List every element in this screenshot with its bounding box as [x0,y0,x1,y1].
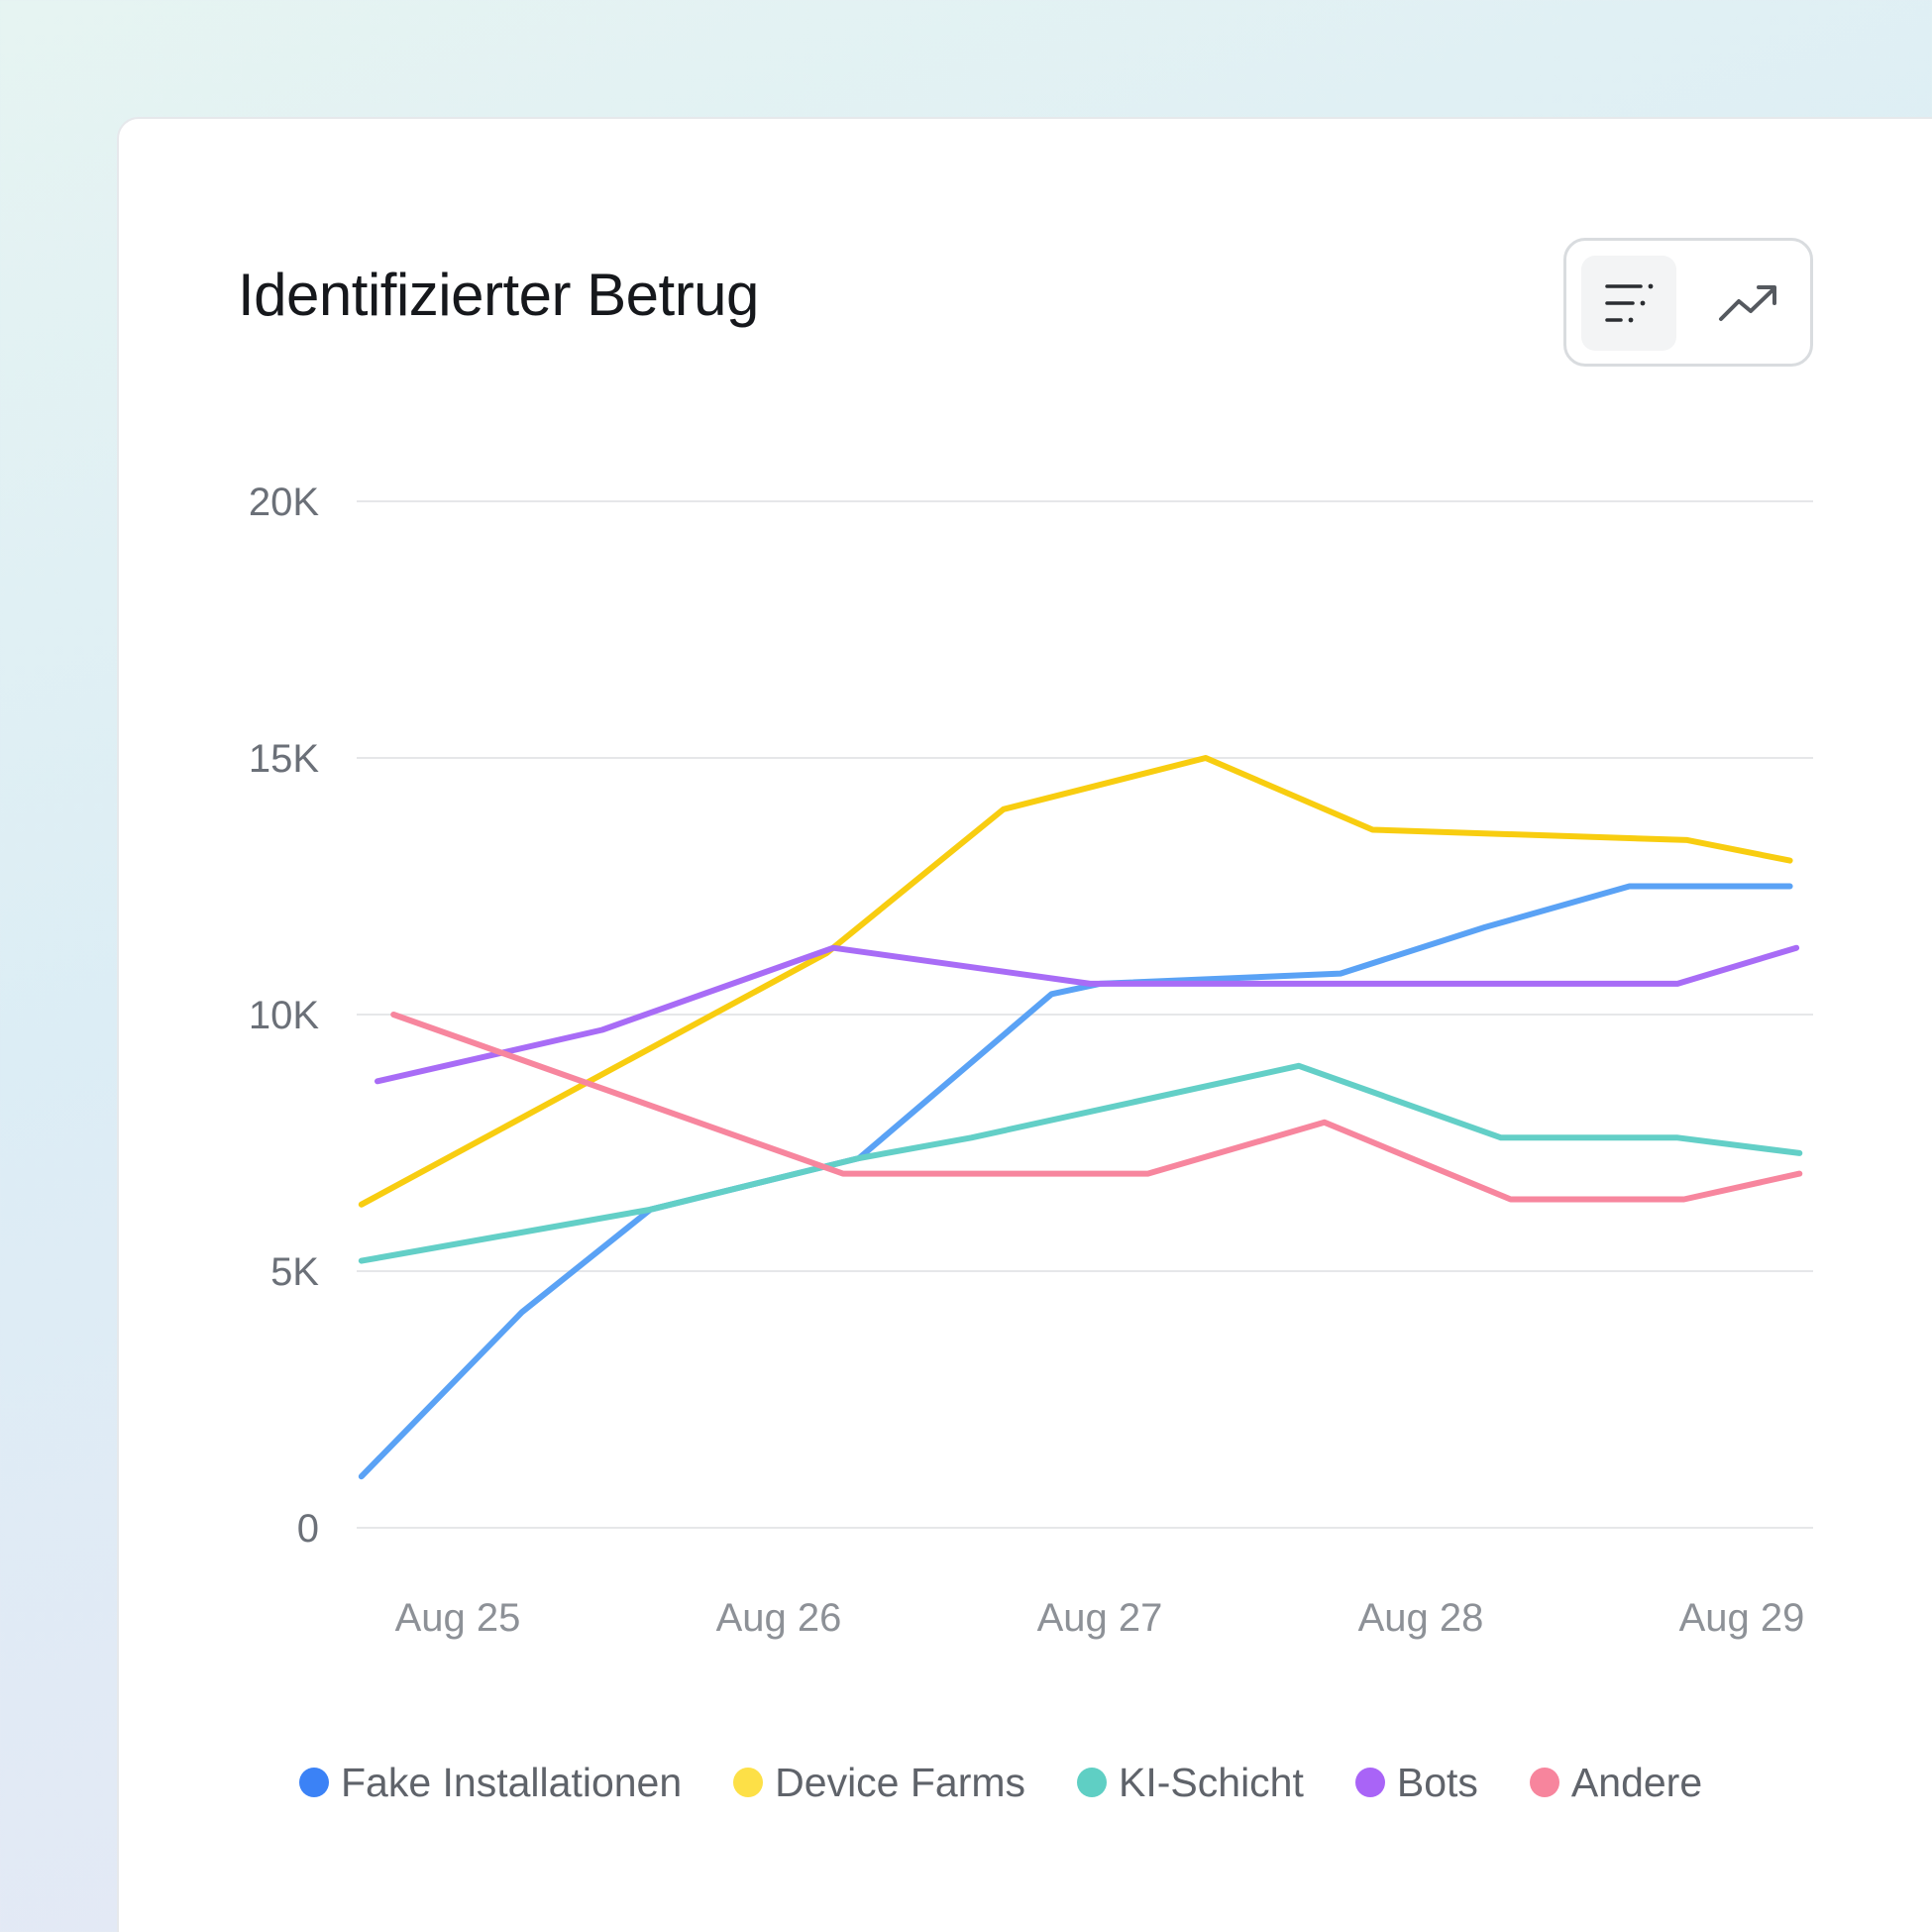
legend-label: Andere [1570,1759,1703,1805]
bar-list-view-button[interactable] [1581,256,1676,351]
legend-item[interactable]: Fake Installationen [299,1760,682,1806]
legend-item[interactable]: Andere [1529,1759,1703,1806]
legend-label: Bots [1396,1759,1478,1805]
legend-label: Fake Installationen [341,1759,683,1805]
chart-view-toggle [1563,238,1813,367]
legend-label: Device Farms [775,1759,1026,1805]
trend-line-icon [1719,285,1776,321]
card-title: Identifizierter Betrug [238,262,759,328]
trend-view-button[interactable] [1701,256,1796,351]
legend-item[interactable]: KI-Schicht [1077,1760,1304,1806]
chart-legend: Fake Installationen Device Farms KI-Schich… [299,1758,1754,1807]
legend-item[interactable]: Device Farms [733,1760,1025,1806]
legend-color-dot [1529,1768,1559,1797]
chart-card [117,117,1932,1932]
legend-color-dot [299,1768,329,1797]
legend-label: KI-Schicht [1119,1759,1304,1805]
legend-color-dot [1354,1768,1385,1797]
bar-list-icon [1605,283,1654,323]
legend-color-dot [1077,1768,1108,1797]
legend-item[interactable]: Bots [1354,1759,1478,1806]
legend-color-dot [733,1768,764,1797]
